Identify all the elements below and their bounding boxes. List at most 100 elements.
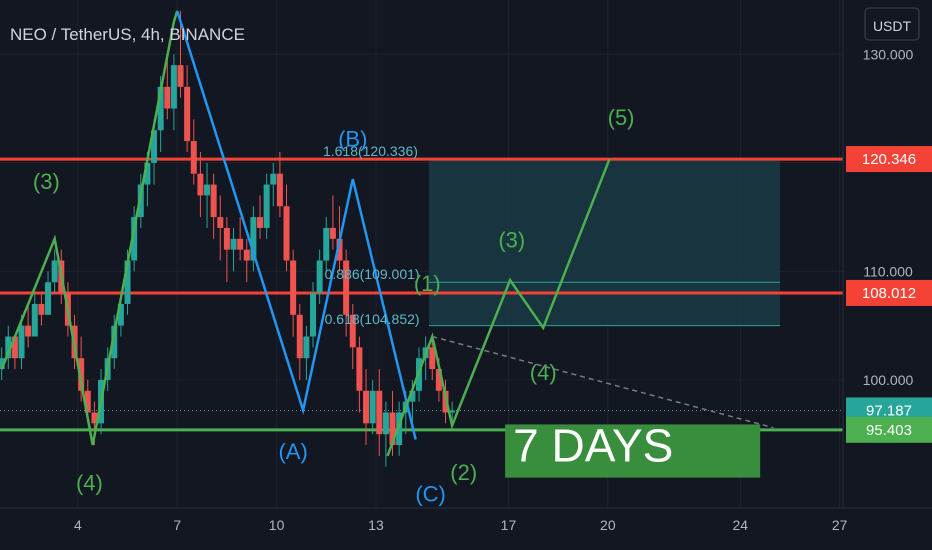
candle-body	[84, 390, 91, 413]
dashed-trend-line	[432, 335, 774, 429]
candle-body	[124, 260, 131, 304]
candle-body	[323, 227, 330, 261]
candle-body	[197, 173, 204, 196]
wave-label: (3)	[33, 169, 60, 194]
candle-body	[435, 369, 442, 391]
candle-body	[0, 358, 5, 370]
price-tag-label: 97.187	[866, 402, 912, 419]
candle-body	[164, 86, 171, 109]
candle-body	[18, 325, 25, 359]
price-tag	[846, 146, 932, 173]
target-zone	[428, 159, 781, 326]
candle-body	[230, 238, 237, 250]
wave-label: (5)	[608, 105, 635, 130]
currency-button[interactable]: USDT	[873, 18, 912, 34]
candle-body	[204, 184, 211, 196]
candle-body	[210, 184, 217, 218]
candle-body	[276, 173, 283, 207]
candle-body	[270, 173, 277, 185]
candle-body	[223, 227, 230, 250]
candle-body	[376, 390, 383, 435]
candle-body	[190, 141, 197, 174]
candle-body	[11, 336, 18, 359]
candle-body	[51, 260, 58, 283]
candle-body	[91, 412, 98, 424]
candle-body	[389, 412, 396, 446]
candle-body	[243, 249, 250, 261]
green-wave-2-line	[386, 158, 611, 457]
candle-body	[117, 303, 124, 326]
y-tick-label: 100.000	[863, 372, 914, 388]
candle-body	[343, 260, 350, 315]
candle-body	[316, 260, 323, 294]
chart-title[interactable]: NEO / TetherUS, 4h, BINANCE	[10, 25, 245, 44]
candle-body	[263, 184, 270, 228]
wave-label: (4)	[530, 360, 557, 385]
wave-label: (A)	[278, 439, 307, 464]
candle-body	[111, 325, 118, 359]
candle-body	[349, 314, 356, 348]
x-tick-label: 13	[368, 517, 384, 533]
candle-body	[257, 217, 264, 228]
wave-label: (2)	[450, 460, 477, 485]
candle-body	[184, 86, 191, 142]
fib-level-label: 0.886(109.001)	[325, 266, 420, 282]
green-wave-1-line	[0, 10, 179, 446]
candle-body	[177, 65, 184, 87]
fib-level-label: 1.618(120.336)	[323, 143, 418, 159]
target-zone-layer	[428, 159, 781, 327]
x-tick-label: 27	[832, 517, 848, 533]
candle-body	[151, 130, 158, 163]
price-tag	[846, 416, 932, 443]
wave-labels-layer: 1.618(120.336) 0.886(109.001) 0.618(104.85…	[33, 105, 635, 507]
candle-body	[382, 412, 389, 435]
candle-body	[217, 217, 224, 228]
candles-layer	[0, 10, 456, 467]
price-tag-label: 120.346	[862, 151, 916, 168]
candle-body	[363, 390, 370, 424]
annotation-text: 7 DAYS	[513, 420, 673, 472]
candle-body	[409, 390, 416, 402]
candle-body	[429, 347, 436, 370]
annotation-box	[505, 424, 761, 478]
candle-body	[157, 86, 164, 131]
candle-body	[369, 390, 376, 424]
candle-body	[356, 347, 363, 391]
candle-body	[5, 336, 12, 359]
x-tick-label: 17	[501, 517, 517, 533]
candle-body	[303, 336, 310, 359]
candle-body	[144, 162, 151, 185]
wave-label: (4)	[76, 471, 103, 496]
candle-body	[31, 303, 38, 337]
candle-body	[45, 282, 52, 315]
candle-body	[449, 410, 456, 413]
candle-body	[396, 412, 403, 446]
wave-label: (3)	[498, 227, 525, 252]
candle-body	[170, 65, 177, 109]
candle-body	[290, 260, 297, 315]
wave-label: (B)	[338, 127, 367, 152]
x-tick-label: 20	[600, 517, 616, 533]
currency-button-frame[interactable]	[864, 7, 920, 41]
fib-level-label: 0.618(104.852)	[325, 311, 420, 327]
wave-label: (1)	[414, 271, 441, 296]
candle-body	[131, 217, 138, 261]
price-tag	[846, 279, 932, 306]
annotation-layer: 7 DAYS	[505, 420, 761, 478]
price-tag-label: 108.012	[862, 285, 916, 302]
candle-body	[78, 358, 85, 391]
candle-body	[250, 217, 257, 261]
candle-body	[310, 293, 317, 337]
candle-body	[296, 314, 303, 359]
elliott-wave-layer	[0, 10, 774, 457]
candle-body	[237, 238, 244, 250]
x-tick-label: 4	[74, 517, 82, 533]
y-tick-label: 130.000	[863, 46, 914, 62]
x-tick-label: 7	[173, 517, 181, 533]
y-tick-label: 110.000	[863, 263, 913, 279]
wave-label: (C)	[415, 481, 446, 506]
candle-body	[283, 206, 290, 261]
